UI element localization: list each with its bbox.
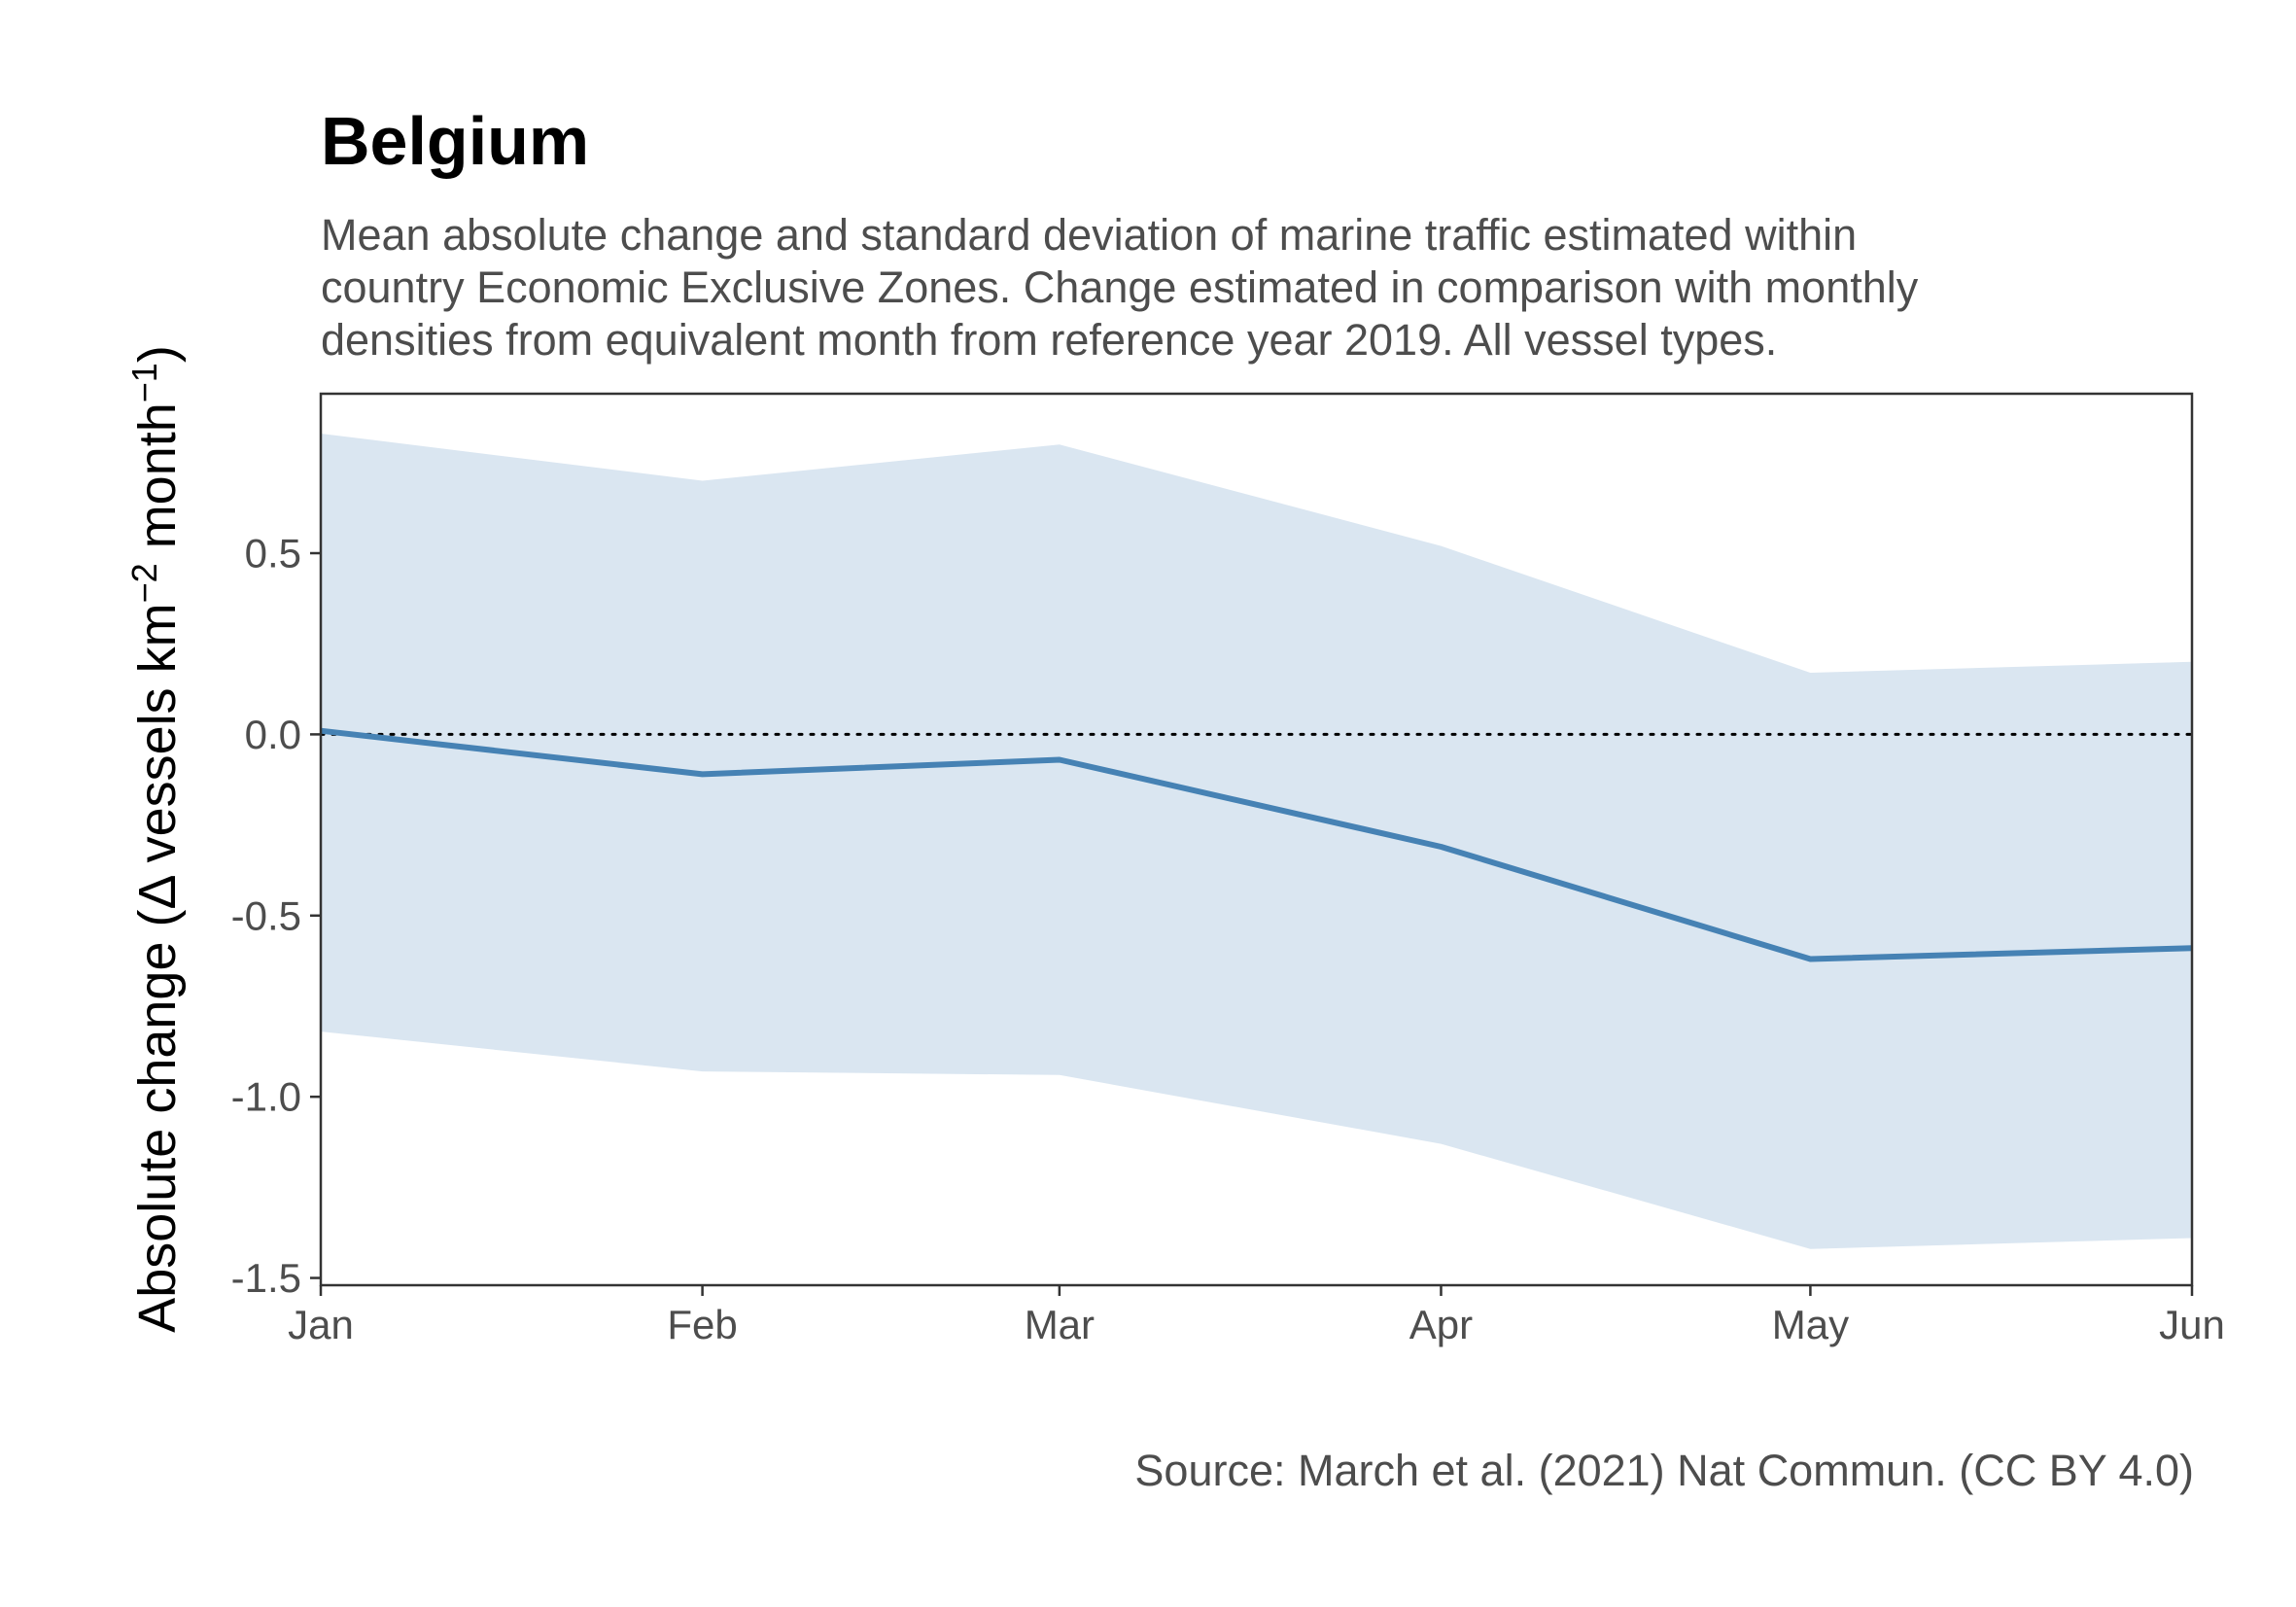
chart-title: Belgium (321, 103, 590, 179)
y-tick-label: -1.0 (231, 1074, 301, 1120)
subtitle-line: Mean absolute change and standard deviat… (321, 210, 1858, 260)
panel-frame-layer (319, 392, 2194, 1287)
mean-change-line (320, 727, 2193, 962)
chart-subtitle: Mean absolute change and standard deviat… (321, 209, 2216, 367)
line-layer (320, 727, 2193, 962)
x-tick-label: Mar (1025, 1302, 1095, 1347)
y-tick-label: 0.0 (245, 712, 301, 757)
subtitle-line: densities from equivalent month from ref… (321, 315, 1778, 365)
y-tick-label: -0.5 (231, 892, 301, 938)
x-tick-label: Feb (667, 1302, 737, 1347)
x-tick-label: Jun (2159, 1302, 2225, 1347)
x-tick-label: May (1772, 1302, 1849, 1347)
subtitle-line: country Economic Exclusive Zones. Change… (321, 262, 1919, 312)
chart-caption: Source: March et al. (2021) Nat Commun. … (1134, 1446, 2194, 1495)
ribbon-layer (321, 434, 2192, 1249)
x-tick-label: Apr (1409, 1302, 1473, 1347)
x-tick-label: Jan (288, 1302, 354, 1347)
y-tick-label: 0.5 (245, 531, 301, 576)
y-tick-label: -1.5 (231, 1255, 301, 1301)
sd-ribbon (321, 434, 2192, 1249)
panel-border (319, 392, 2194, 1287)
